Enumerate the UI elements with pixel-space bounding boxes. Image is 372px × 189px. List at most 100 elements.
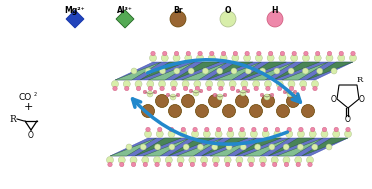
Circle shape (188, 68, 194, 74)
Circle shape (165, 156, 172, 163)
Circle shape (202, 68, 208, 74)
Circle shape (217, 68, 223, 74)
Circle shape (142, 156, 149, 163)
Circle shape (292, 51, 296, 56)
Circle shape (160, 68, 166, 74)
Circle shape (283, 144, 289, 150)
Circle shape (238, 130, 246, 138)
Circle shape (195, 86, 199, 91)
Circle shape (177, 156, 184, 163)
Circle shape (276, 105, 289, 118)
Circle shape (170, 11, 186, 27)
Circle shape (291, 54, 298, 61)
Circle shape (270, 93, 274, 97)
Circle shape (241, 81, 248, 88)
Circle shape (213, 93, 217, 97)
Circle shape (179, 162, 183, 167)
Circle shape (126, 144, 132, 150)
Polygon shape (302, 138, 348, 156)
Circle shape (140, 144, 146, 150)
Circle shape (143, 162, 147, 167)
Circle shape (278, 86, 282, 91)
Circle shape (346, 127, 350, 132)
Polygon shape (235, 138, 281, 156)
Circle shape (112, 81, 119, 88)
Circle shape (309, 130, 316, 138)
Text: +: + (23, 102, 33, 112)
Text: O: O (345, 115, 351, 125)
Circle shape (259, 156, 266, 163)
Circle shape (182, 81, 189, 88)
Text: H: H (272, 6, 278, 15)
Circle shape (317, 68, 323, 74)
Circle shape (212, 144, 218, 150)
Circle shape (205, 127, 209, 132)
Circle shape (338, 54, 345, 61)
Circle shape (334, 127, 339, 132)
Circle shape (253, 81, 260, 88)
Circle shape (293, 90, 297, 94)
Circle shape (217, 81, 224, 88)
Circle shape (244, 54, 251, 61)
Circle shape (287, 91, 293, 97)
Circle shape (108, 162, 112, 167)
Circle shape (327, 51, 332, 56)
Circle shape (151, 51, 155, 56)
Circle shape (215, 130, 222, 138)
Circle shape (203, 130, 210, 138)
Circle shape (235, 94, 248, 108)
Circle shape (339, 51, 343, 56)
Circle shape (261, 162, 265, 167)
Circle shape (249, 162, 253, 167)
Circle shape (269, 51, 273, 56)
Text: Mg²⁺: Mg²⁺ (65, 6, 85, 15)
Circle shape (322, 127, 327, 132)
Circle shape (279, 54, 286, 61)
Circle shape (269, 144, 275, 150)
Circle shape (136, 86, 141, 91)
Circle shape (194, 81, 201, 88)
Circle shape (274, 68, 280, 74)
Circle shape (302, 54, 310, 61)
Circle shape (145, 68, 151, 74)
Circle shape (286, 130, 293, 138)
Circle shape (199, 89, 203, 93)
Circle shape (119, 162, 124, 167)
Circle shape (125, 86, 129, 91)
Circle shape (180, 130, 187, 138)
Circle shape (220, 11, 236, 27)
Circle shape (158, 127, 162, 132)
Circle shape (240, 127, 244, 132)
Circle shape (189, 89, 193, 93)
Polygon shape (143, 138, 190, 156)
Circle shape (273, 162, 277, 167)
Circle shape (201, 156, 208, 163)
Circle shape (185, 54, 192, 61)
Polygon shape (148, 62, 195, 80)
Circle shape (225, 162, 230, 167)
Circle shape (236, 89, 240, 93)
Circle shape (264, 94, 270, 100)
Circle shape (169, 105, 182, 118)
Text: $_2$: $_2$ (33, 91, 37, 99)
Circle shape (217, 127, 221, 132)
Circle shape (163, 51, 167, 56)
Circle shape (113, 86, 117, 91)
Polygon shape (116, 10, 134, 28)
Circle shape (288, 81, 295, 88)
Circle shape (301, 86, 305, 91)
Circle shape (287, 127, 291, 132)
Circle shape (183, 86, 188, 91)
Text: Al³⁺: Al³⁺ (117, 6, 133, 15)
Circle shape (232, 54, 239, 61)
Circle shape (174, 51, 179, 56)
Circle shape (302, 68, 308, 74)
Circle shape (198, 144, 203, 150)
Polygon shape (110, 138, 348, 156)
Circle shape (288, 68, 294, 74)
Circle shape (230, 86, 235, 91)
Circle shape (207, 86, 211, 91)
Polygon shape (177, 138, 223, 156)
Circle shape (147, 81, 154, 88)
Polygon shape (268, 138, 315, 156)
